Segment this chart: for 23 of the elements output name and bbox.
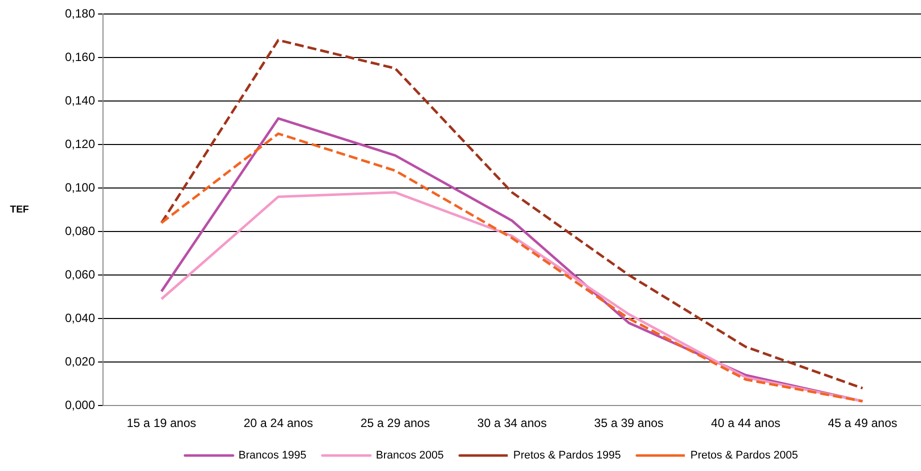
x-tick-label: 30 a 34 anos — [477, 416, 547, 430]
y-axis-title: TEF — [10, 204, 29, 216]
x-tick-label: 20 a 24 anos — [244, 416, 314, 430]
legend-label: Brancos 1995 — [238, 450, 306, 462]
x-tick-label: 40 a 44 anos — [711, 416, 780, 430]
y-tick-label: 0,160 — [65, 50, 96, 64]
y-tick-label: 0,140 — [65, 93, 96, 108]
legend-label: Pretos & Pardos 2005 — [690, 450, 798, 462]
x-tick-label: 25 a 29 anos — [360, 416, 430, 430]
legend-label: Brancos 2005 — [376, 450, 444, 462]
y-tick-label: 0,080 — [65, 224, 96, 238]
y-tick-label: 0,000 — [65, 398, 96, 412]
x-tick-label: 45 a 49 anos — [828, 416, 898, 430]
y-tick-label: 0,040 — [65, 310, 96, 325]
y-tick-label: 0,060 — [65, 267, 96, 282]
y-tick-label: 0,120 — [65, 136, 96, 151]
y-tick-label: 0,020 — [65, 354, 96, 368]
x-tick-label: 15 a 19 anos — [126, 416, 196, 430]
x-tick-label: 35 a 39 anos — [594, 416, 664, 430]
y-tick-label: 0,180 — [65, 6, 96, 20]
y-tick-label: 0,100 — [65, 180, 96, 194]
line-series — [160, 38, 864, 390]
legend-label: Pretos & Pardos 1995 — [513, 450, 621, 462]
